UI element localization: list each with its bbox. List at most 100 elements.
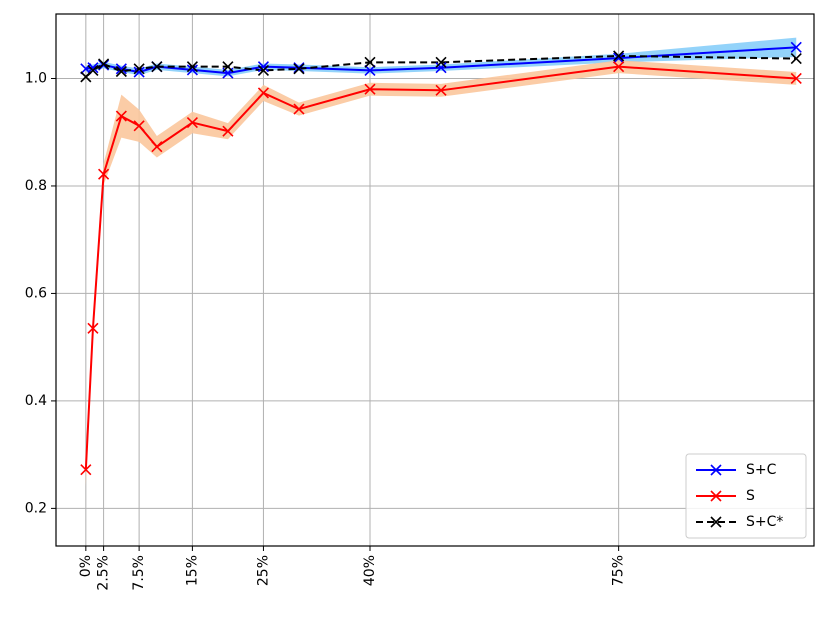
x-tick-label: 25% [255,555,271,586]
point-mark [257,64,270,76]
point-s [790,72,802,85]
point-mark [222,61,234,73]
point-s [98,168,110,180]
point-s [364,83,376,95]
point-s-c [151,61,163,73]
point-mark [98,58,110,70]
point-s [222,125,234,137]
x-tick-label: 15% [184,555,200,586]
point-mark [364,56,376,68]
x-tick-label: 0% [78,555,94,577]
point-mark [80,464,92,476]
legend-box [685,453,807,539]
point-s-c [790,53,802,65]
series-line-s-c [85,54,797,78]
point-mark [435,62,447,74]
y-tick-label: 0.8 [25,178,47,194]
point-s [257,87,270,99]
point-s [151,141,163,153]
point-s-c [790,41,802,53]
legend-label-s: S [746,488,755,504]
point-mark [80,63,92,75]
point-s-c [133,66,145,78]
point-mark [87,62,99,74]
point-mark [257,87,270,99]
point-s-c [613,52,625,64]
point-s-c [435,62,447,74]
point-s [87,322,99,334]
y-tick-label: 1.0 [25,70,47,86]
point-mark [293,103,305,115]
series-lines [84,46,797,470]
point-mark [790,72,802,85]
point-s-c [293,63,305,75]
y-tick-label: 0.2 [25,500,47,516]
point-s-c [115,63,127,75]
point-s-c [364,56,376,68]
point-s-c [435,56,447,68]
point-mark [186,64,198,76]
point-mark [613,50,625,62]
x-tick-label: 75% [611,555,627,586]
axis-ticks: 0% 2.5% 7.5% 15% 25% 40% 75% 0.2 0.4 0.6 0.8 1.0 [25,70,627,590]
point-mark [98,168,110,180]
point-mark [257,61,270,73]
point-mark [115,110,127,122]
point-s-c [613,50,625,62]
point-mark [435,56,447,68]
point-mark [186,116,198,129]
point-s [115,110,127,122]
point-mark [364,64,376,76]
point-s-c [87,62,99,74]
legend: S+C S S+C* [685,453,807,539]
x-tick-label: 7.5% [131,555,147,591]
point-mark [613,52,625,64]
point-mark [613,61,625,73]
point-mark [151,141,163,153]
point-mark [186,61,198,73]
point-s [133,120,145,132]
legend-label-s-c: S+C [746,462,777,478]
point-mark [133,120,145,132]
point-mark [87,64,99,76]
point-s-c [186,61,198,73]
point-mark [115,63,127,75]
point-s [435,84,447,96]
point-mark [790,53,802,65]
point-s [293,103,305,115]
series-markers [80,41,802,476]
grid [56,14,814,546]
y-tick-label: 0.4 [25,393,47,409]
y-tick-label: 0.6 [25,285,47,301]
point-mark [364,83,376,95]
point-mark [133,66,145,78]
x-tick-label: 2.5% [96,555,112,591]
legend-marker-s-c [710,464,722,476]
point-mark [435,84,447,96]
series-line-s [84,65,797,470]
point-s [613,61,625,73]
point-s-c [115,65,127,78]
point-mark [293,63,305,75]
plot-frame [55,13,815,547]
x-tick-label: 40% [362,555,378,586]
legend-marker-s-c [710,516,722,528]
point-s-c [87,64,99,76]
point-s-c [98,58,110,70]
point-s-c [222,61,234,73]
point-mark [151,61,163,73]
point-s [80,464,92,476]
legend-marker-s [710,490,722,502]
point-mark [222,125,234,137]
point-s [186,116,198,129]
point-mark [133,63,145,75]
point-s-c [364,64,376,76]
point-s-c [257,64,270,76]
point-mark [115,65,127,78]
point-mark [790,41,802,53]
point-s-c [257,61,270,73]
point-s-c [186,64,198,76]
point-mark [87,322,99,334]
point-s-c [133,63,145,75]
